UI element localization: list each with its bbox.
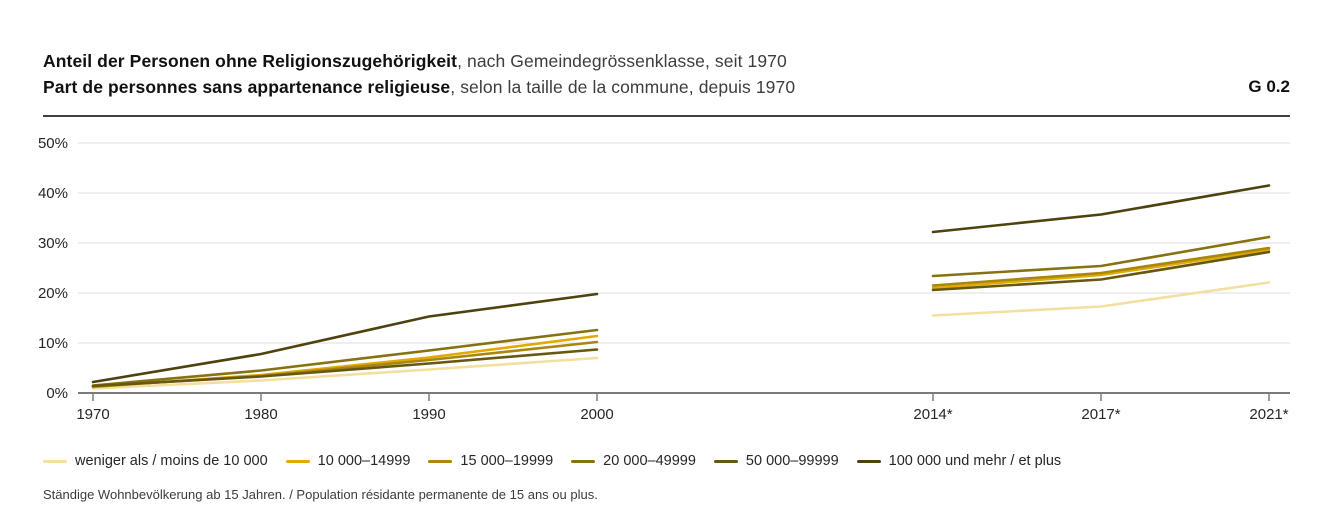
series-line-3 [91, 328, 599, 387]
legend-item: 20 000–49999 [571, 453, 696, 469]
y-tick-label: 0% [46, 385, 68, 402]
x-tick-label: 1980 [244, 406, 277, 423]
legend-label: 100 000 und mehr / et plus [888, 453, 1062, 469]
y-tick-label: 10% [38, 335, 68, 352]
series-line-0 [91, 356, 599, 390]
legend-swatch [713, 459, 738, 463]
legend-item: 10 000–14999 [285, 453, 411, 469]
legend-swatch [428, 459, 453, 463]
x-tick-label: 2017* [1081, 406, 1120, 423]
y-tick-label: 50% [38, 135, 68, 152]
y-tick-label: 40% [38, 185, 68, 202]
legend-item: 100 000 und mehr / et plus [856, 453, 1062, 469]
legend-swatch [856, 459, 881, 463]
series-line-1 [931, 248, 1271, 290]
header: Anteil der Personen ohne Religionszugehö… [43, 48, 1290, 100]
title-fr-bold: Part de personnes sans appartenance reli… [43, 77, 451, 97]
x-tick-label: 2014* [913, 406, 952, 423]
series-line-0 [931, 281, 1271, 317]
title-fr-rest: , selon la taille de la commune, depuis … [450, 77, 796, 97]
legend: weniger als / moins de 10 000 10 000–1499… [43, 453, 1061, 469]
series-line-2 [931, 246, 1271, 287]
series-line-4 [931, 250, 1271, 292]
legend-label: 15 000–19999 [460, 453, 554, 469]
legend-item: 50 000–99999 [713, 453, 839, 469]
x-tick-label: 2000 [580, 406, 613, 423]
legend-swatch [43, 459, 67, 463]
y-tick-label: 30% [38, 235, 68, 252]
series-line-3 [931, 235, 1271, 278]
chart-titles: Anteil der Personen ohne Religionszugehö… [43, 48, 795, 100]
series-line-4 [91, 348, 599, 388]
header-divider [43, 115, 1290, 117]
legend-swatch [571, 459, 596, 463]
legend-label: 10 000–14999 [317, 453, 411, 469]
figure-code: G 0.2 [1248, 77, 1290, 96]
x-tick-label: 1990 [412, 406, 445, 423]
legend-label: 20 000–49999 [603, 453, 696, 469]
series-line-5 [931, 184, 1271, 234]
legend-label: 50 000–99999 [745, 453, 839, 469]
y-tick-label: 20% [38, 285, 68, 302]
x-tick-label: 1970 [76, 406, 109, 423]
chart-title-fr: Part de personnes sans appartenance reli… [43, 74, 795, 100]
title-de-rest: , nach Gemeindegrössenklasse, seit 1970 [457, 51, 787, 71]
chart-title-de: Anteil der Personen ohne Religionszugehö… [43, 48, 795, 74]
legend-swatch [285, 459, 310, 463]
series-line-5 [91, 292, 599, 384]
title-de-bold: Anteil der Personen ohne Religionszugehö… [43, 51, 458, 71]
legend-label: weniger als / moins de 10 000 [75, 453, 268, 469]
legend-item: weniger als / moins de 10 000 [43, 453, 268, 469]
x-tick-label: 2021* [1249, 406, 1288, 423]
footnote: Ständige Wohnbevölkerung ab 15 Jahren. /… [43, 487, 598, 502]
legend-item: 15 000–19999 [428, 453, 553, 469]
